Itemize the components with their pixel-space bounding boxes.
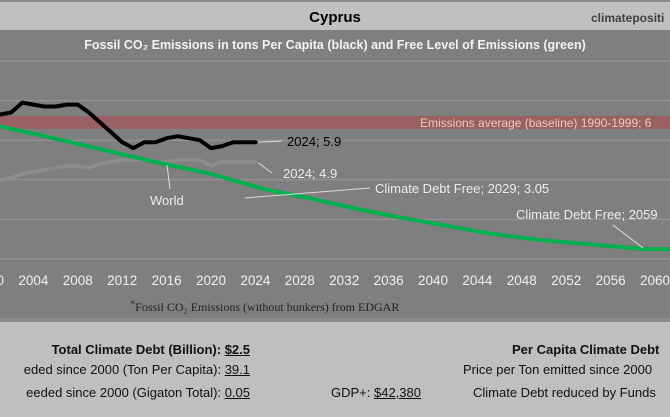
x-tick-label: 2020 — [196, 273, 226, 288]
x-tick-label: 2012 — [107, 273, 137, 288]
ton-per-capita-label: eded since 2000 (Ton Per Capita): — [23, 362, 222, 377]
x-tick-label: 2032 — [329, 273, 359, 288]
gdp-label: GDP+: — [331, 385, 371, 400]
ton-per-capita-row: eded since 2000 (Ton Per Capita): 39.1 — [24, 362, 250, 377]
x-tick-label: 2040 — [418, 273, 448, 288]
total-debt-row: Total Climate Debt (Billion): $2.5 — [52, 342, 250, 357]
x-tick-label: 2048 — [507, 273, 537, 288]
baseline-band — [0, 115, 670, 129]
price-per-ton-label: Price per Ton emitted since 2000 — [463, 362, 653, 377]
ton-per-capita-value: 39.1 — [224, 362, 250, 377]
per-capita-debt-label: Per Capita Climate Debt — [512, 342, 660, 357]
x-tick-label: 2056 — [596, 273, 626, 288]
title-bar — [0, 0, 670, 30]
annotation-leader — [258, 162, 273, 174]
x-tick-label: 2024 — [240, 273, 271, 288]
x-tick-label: 2036 — [374, 273, 404, 288]
series-line-world — [0, 158, 258, 182]
annotation-leader — [612, 224, 644, 249]
footnote-mark: * — [131, 299, 136, 309]
funds-label: Climate Debt reduced by Funds — [473, 385, 656, 400]
gigaton-row: eeded since 2000 (Gigaton Total): 0.05 — [26, 385, 250, 400]
summary-panel: Total Climate Debt (Billion): $2.5 eded … — [0, 322, 670, 417]
x-tick-label: 2044 — [462, 273, 493, 288]
annotation-label: World — [150, 193, 184, 208]
footnote: *Fossil CO₂ Emissions (without bunkers) … — [131, 299, 400, 314]
top-border — [0, 0, 670, 2]
annotation-label: 2024; 4.9 — [283, 166, 337, 181]
annotation-label: Climate Debt Free; 2059 — [516, 207, 658, 222]
x-tick-label: 2000 — [0, 273, 4, 288]
series-line-free-level-of-emissions — [0, 124, 670, 252]
baseline-label: Emissions average (baseline) 1990-1999; … — [420, 116, 652, 130]
total-debt-label: Total Climate Debt (Billion): — [51, 342, 222, 357]
x-tick-label: 2004 — [18, 273, 49, 288]
annotation-leader — [244, 187, 371, 199]
gigaton-value: 0.05 — [224, 385, 250, 400]
x-tick-label: 2028 — [285, 273, 315, 288]
chart-title: Fossil CO₂ Emissions in tons Per Capita … — [84, 38, 586, 52]
series-line-cyprus — [0, 100, 258, 151]
plot-background — [0, 30, 670, 320]
gigaton-label: eeded since 2000 (Gigaton Total): — [26, 385, 222, 400]
gdp-value: $42,380 — [374, 385, 421, 400]
x-tick-label: 2060 — [640, 273, 670, 288]
chart-country-title: Cyprus — [309, 9, 361, 26]
x-tick-label: 2052 — [551, 273, 581, 288]
total-debt-value: $2.5 — [224, 342, 250, 357]
annotation-label: 2024; 5.9 — [287, 134, 341, 149]
annotation-leader — [166, 164, 171, 190]
gdp-row: GDP+: $42,380 — [331, 385, 421, 400]
x-tick-label: 2008 — [63, 273, 93, 288]
emissions-chart: Cyprus climatepositi Fossil CO₂ Emission… — [0, 0, 670, 322]
brand-logo-text: climatepositi — [591, 11, 664, 25]
panel-divider — [0, 318, 670, 322]
annotation-label: Climate Debt Free; 2029; 3.05 — [375, 181, 549, 196]
annotation-leader — [258, 140, 283, 143]
x-tick-label: 2016 — [152, 273, 182, 288]
footnote-text: Fossil CO₂ Emissions (without bunkers) f… — [135, 300, 399, 314]
